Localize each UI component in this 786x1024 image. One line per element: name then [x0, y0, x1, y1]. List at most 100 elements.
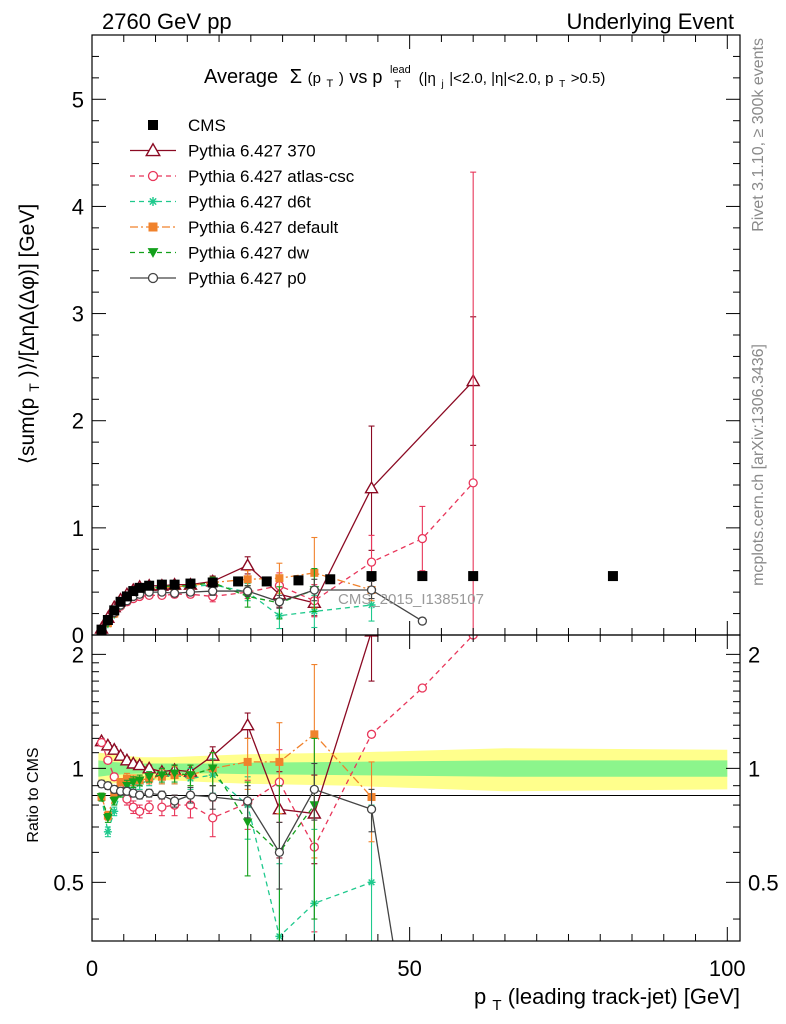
main-point-CMS [156, 579, 167, 590]
main-ytick-label: 4 [72, 194, 84, 219]
main-point-p0 [309, 585, 320, 595]
ratio-point-dw [96, 793, 107, 802]
main-point-CMS [207, 577, 218, 588]
xtick-label: 50 [397, 956, 421, 981]
legend-label-atlas: Pythia 6.427 atlas-csc [188, 167, 355, 186]
ratio-point-370 [240, 717, 255, 731]
ratio-point-dw [207, 764, 218, 774]
ratio-point-d6t [110, 807, 119, 816]
ratio-point-dw [134, 776, 145, 786]
x-axis-label-b: (leading track-jet) [GeV] [508, 984, 740, 1009]
main-point-CMS [261, 576, 272, 587]
plot-title: Average Σ (p T ) vs p lead T (|η j |<2.0… [204, 56, 605, 93]
legend-label-370: Pythia 6.427 370 [188, 142, 316, 161]
legend-marker-370 [145, 142, 161, 157]
main-ytick-label: 0 [72, 623, 84, 648]
ratio-point-p0 [134, 790, 145, 800]
ratio-ytick-label-right: 1 [748, 756, 760, 781]
ratio-point-p0 [309, 784, 320, 795]
main-point-default [243, 575, 252, 584]
main-ytick-label: 2 [72, 409, 84, 434]
plot-title-ppart: (p [308, 70, 321, 87]
legend-marker-p0 [147, 272, 159, 284]
legend-label-p0: Pythia 6.427 p0 [188, 269, 306, 288]
legend-marker-atlas [147, 170, 159, 182]
plot-title-prefix: Average [204, 66, 278, 88]
ratio-point-atlas [144, 802, 154, 812]
plot-title-cuts-mid: |<2.0, |η|<2.0, p [449, 70, 553, 87]
plot-title-pclose: ) [339, 70, 344, 87]
ratio-point-p0 [169, 796, 180, 806]
main-point-CMS [233, 576, 244, 587]
ratio-point-default [275, 757, 284, 766]
main-point-p0 [274, 597, 285, 607]
ratio-plot-markers [94, 635, 478, 941]
ratio-point-dw [128, 778, 139, 787]
legend-marker-d6t [148, 197, 158, 206]
ratio-band-inner [98, 760, 728, 777]
main-point-CMS [293, 575, 304, 586]
ratio-point-default [243, 757, 252, 766]
main-point-370 [240, 557, 255, 571]
ratio-ytick-label: 1 [72, 756, 84, 781]
main-point-370 [364, 480, 379, 494]
ratio-ytick-label: 0.5 [53, 870, 84, 895]
ratio-series-p0 [96, 762, 394, 941]
header-right: Underlying Event [566, 9, 734, 34]
main-point-atlas [366, 557, 377, 567]
main-point-CMS [417, 571, 428, 582]
legend-entry-default: Pythia 6.427 default [130, 218, 339, 237]
main-point-p0 [417, 616, 428, 626]
ratio-point-370 [107, 742, 122, 755]
header-left: 2760 GeV pp [102, 9, 232, 34]
main-y-axis-label-a: ⟨sum(p [16, 398, 39, 465]
ratio-point-atlas [417, 683, 428, 693]
ratio-line-d6t [100, 774, 372, 938]
legend-marker-default [148, 222, 158, 232]
main-line-d6t [101, 583, 372, 632]
legend-label-default: Pythia 6.427 default [188, 218, 339, 237]
ratio-point-p0 [274, 847, 285, 858]
ratio-point-atlas [109, 772, 119, 782]
main-point-CMS [468, 571, 479, 582]
ratio-point-default [310, 730, 319, 739]
ratio-point-dw [185, 771, 196, 780]
legend-entry-370: Pythia 6.427 370 [130, 142, 316, 161]
ratio-point-p0 [242, 796, 253, 806]
x-axis-label: p T (leading track-jet) [GeV] [474, 984, 740, 1015]
ratio-point-370 [132, 757, 147, 771]
main-point-CMS [144, 580, 155, 591]
xtick-label: 0 [86, 956, 98, 981]
ratio-point-atlas [128, 802, 138, 812]
ratio-point-dw [103, 814, 113, 823]
ratio-point-p0 [366, 804, 377, 814]
ratio-point-atlas [103, 755, 113, 765]
ratio-uncertainty-band [98, 748, 728, 792]
ratio-point-atlas [122, 794, 132, 804]
plot-title-vs: vs p [349, 67, 382, 87]
main-point-p0 [208, 586, 218, 596]
main-ytick-label: 1 [72, 516, 84, 541]
legend: CMS Pythia 6.427 370 Pythia 6.427 atlas-cs… [130, 116, 355, 288]
ratio-point-atlas [366, 729, 377, 739]
ratio-point-default [110, 791, 119, 800]
legend-entry-dw: Pythia 6.427 dw [130, 244, 310, 263]
legend-marker-dw [147, 248, 159, 258]
main-point-default [275, 574, 284, 583]
ratio-point-atlas [134, 806, 145, 816]
ratio-point-370 [113, 748, 128, 761]
main-point-CMS [185, 578, 196, 589]
main-point-CMS [109, 605, 120, 616]
ratio-y-axis-label: Ratio to CMS [25, 747, 42, 842]
main-series-CMS [96, 571, 618, 635]
plot-title-cuts-end: >0.5) [571, 70, 606, 87]
main-point-CMS [128, 586, 139, 597]
ratio-point-dw [122, 781, 132, 791]
ratio-point-p0 [144, 788, 154, 798]
main-point-CMS [134, 582, 145, 593]
main-ytick-label: 3 [72, 302, 84, 327]
ratio-point-dw [242, 818, 253, 828]
main-point-CMS [366, 571, 377, 582]
main-point-CMS [102, 615, 113, 625]
